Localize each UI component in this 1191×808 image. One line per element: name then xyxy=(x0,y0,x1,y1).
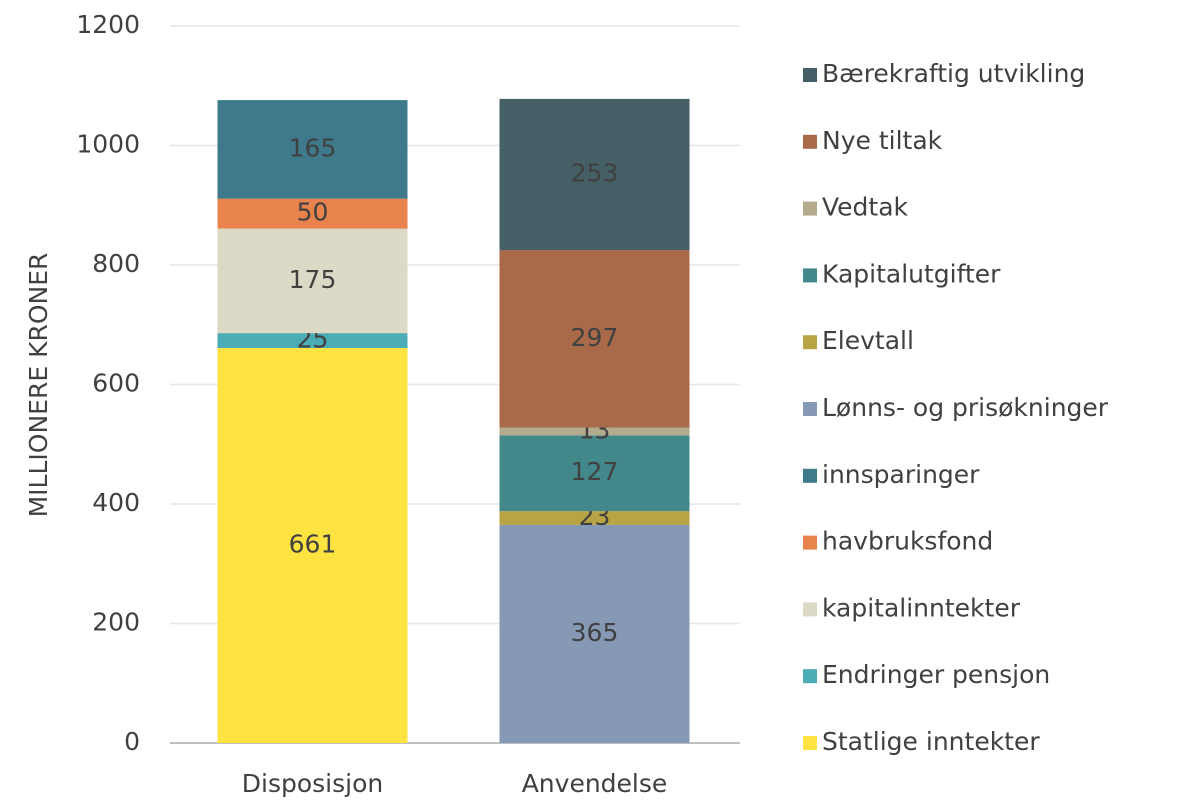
legend-swatch xyxy=(803,335,817,350)
data-label: 297 xyxy=(571,323,619,352)
legend-swatch xyxy=(803,201,817,216)
data-label: 127 xyxy=(571,457,619,486)
data-label: 365 xyxy=(571,618,619,647)
bar-segment xyxy=(499,250,690,428)
data-label: 253 xyxy=(571,158,619,187)
legend-label: Endringer pensjon xyxy=(822,660,1050,689)
legend-label: Bærekraftig utvikling xyxy=(822,59,1085,88)
legend-swatch xyxy=(803,669,817,684)
y-tick-label: 1200 xyxy=(76,10,140,39)
bar-segment xyxy=(499,435,690,512)
y-tick-label: 200 xyxy=(92,608,140,637)
data-label: 50 xyxy=(297,198,329,227)
bar-segment xyxy=(499,511,690,525)
data-label: 661 xyxy=(289,530,337,559)
y-tick-label: 0 xyxy=(124,727,140,756)
legend-label: Statlige inntekter xyxy=(822,727,1040,756)
y-tick-label: 1000 xyxy=(76,130,140,159)
y-tick-label: 600 xyxy=(92,369,140,398)
legend-swatch xyxy=(803,68,817,82)
legend-swatch xyxy=(803,535,817,550)
legend-label: kapitalinntekter xyxy=(822,593,1021,622)
bar-segment xyxy=(217,333,408,349)
legend-label: Kapitalutgifter xyxy=(822,259,1001,288)
data-label: 165 xyxy=(289,133,337,162)
legend-label: Vedtak xyxy=(822,193,909,222)
data-label: 175 xyxy=(289,265,337,294)
x-tick-label: Disposisjon xyxy=(242,769,383,798)
bar-segment xyxy=(217,198,408,229)
legend-swatch xyxy=(803,268,817,283)
legend-swatch xyxy=(803,402,817,416)
legend-swatch xyxy=(803,736,817,750)
bar-segment xyxy=(217,348,408,743)
bar-segment xyxy=(499,98,690,251)
legend-label: Lønns- og prisøkninger xyxy=(822,393,1109,422)
bar-segment xyxy=(217,100,408,199)
y-tick-label: 800 xyxy=(92,249,140,278)
legend-label: Nye tiltak xyxy=(822,126,943,155)
legend-swatch xyxy=(803,602,817,617)
legend-label: innsparinger xyxy=(822,460,980,489)
y-axis-title: MILLIONERE KRONER xyxy=(24,253,53,518)
legend-label: havbruksfond xyxy=(822,527,993,556)
bar-segment xyxy=(499,524,690,743)
bar-segment xyxy=(217,228,408,334)
legend-swatch xyxy=(803,134,817,149)
x-tick-label: Anvendelse xyxy=(522,769,668,798)
y-tick-label: 400 xyxy=(92,488,140,517)
legend-swatch xyxy=(803,468,817,483)
legend-label: Elevtall xyxy=(822,326,914,355)
bar-segment xyxy=(499,427,690,436)
